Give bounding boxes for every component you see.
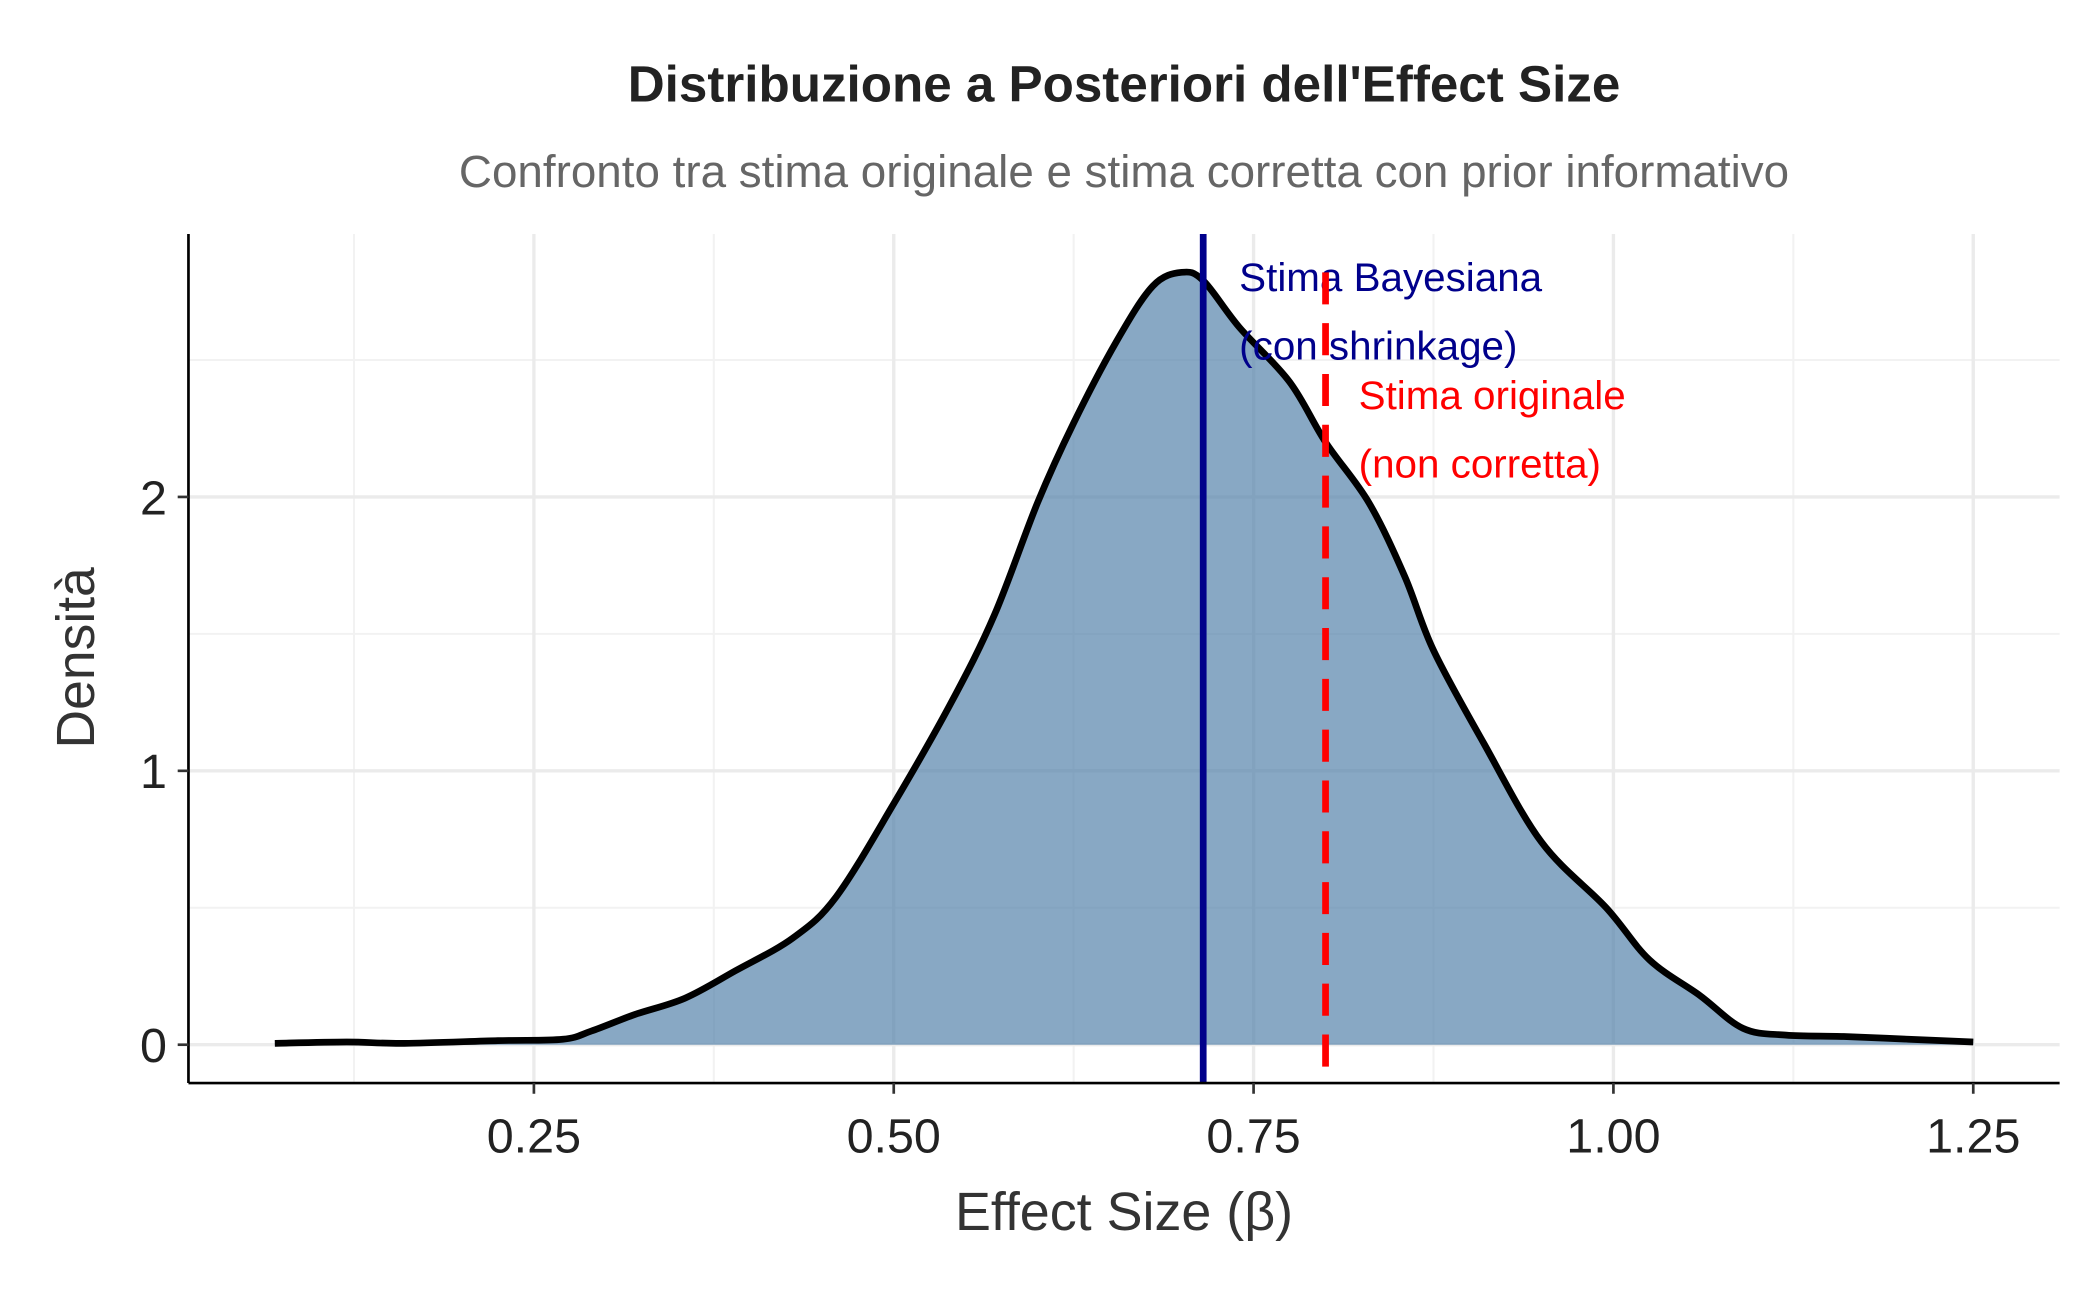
x-tick-label: 0.75 — [1206, 1110, 1300, 1164]
x-tick-label: 1.00 — [1566, 1110, 1660, 1164]
chart-subtitle: Confronto tra stima originale e stima co… — [459, 146, 1789, 197]
y-axis-title: Densità — [46, 567, 106, 748]
x-axis-title: Effect Size (β) — [955, 1182, 1293, 1242]
original-estimate-label: Stima originale — [1359, 373, 1626, 418]
x-tick-label: 0.25 — [487, 1110, 581, 1164]
density-area — [274, 271, 1974, 1045]
y-tick-label: 1 — [140, 745, 167, 799]
reference-lines: Stima Bayesiana (con shrinkage)Stima orig… — [1199, 233, 1626, 1084]
y-tick-label: 2 — [140, 471, 167, 525]
ticks: 0.25 0.50 0.75 1.00 1.25 0 1 2 — [140, 471, 2020, 1163]
bayesian-estimate-label: (con shrinkage) — [1239, 324, 1517, 369]
y-tick-label: 0 — [140, 1019, 167, 1073]
x-tick-label: 1.25 — [1926, 1110, 2020, 1164]
original-estimate-label: (non corretta) — [1359, 442, 1601, 487]
density-curve — [274, 268, 1974, 1047]
chart-title: Distribuzione a Posteriori dell'Effect S… — [628, 56, 1621, 113]
bayesian-estimate-label: Stima Bayesiana — [1239, 255, 1543, 300]
x-tick-label: 0.50 — [847, 1110, 941, 1164]
